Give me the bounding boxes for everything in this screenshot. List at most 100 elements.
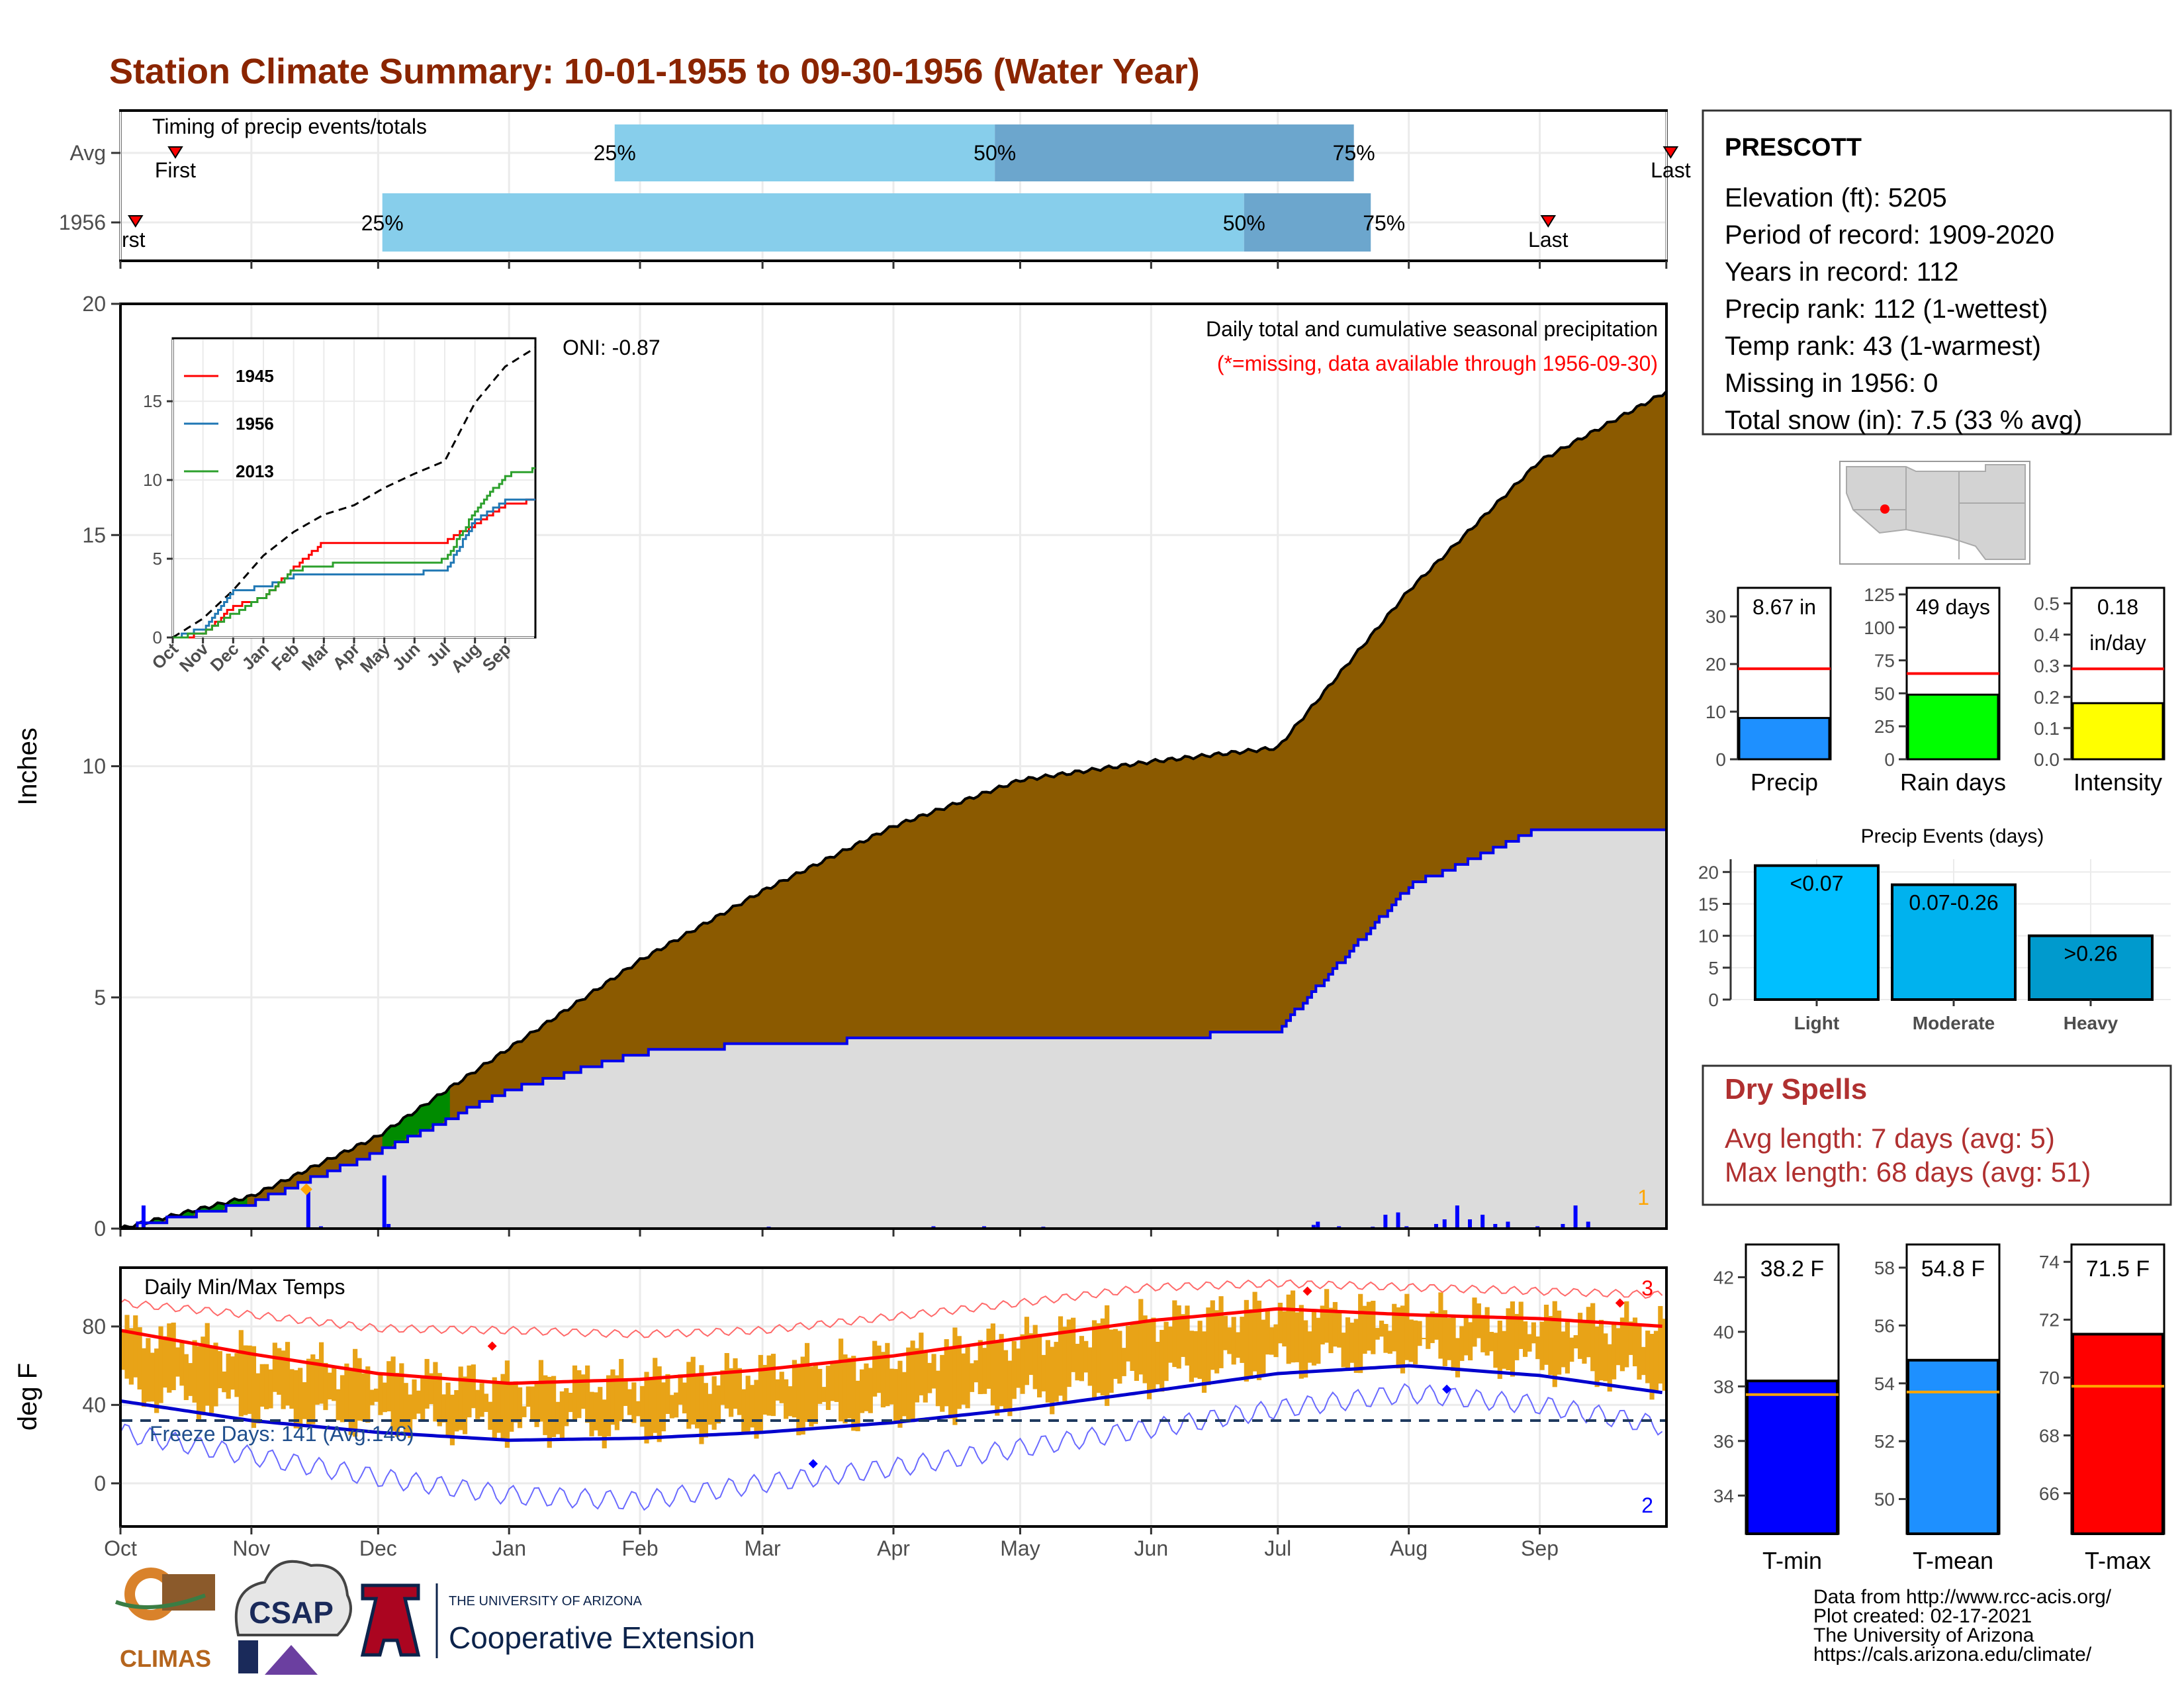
inset-series-line: [172, 347, 536, 639]
daily-temp-bar: [1037, 1333, 1042, 1398]
daily-temp-bar: [901, 1372, 907, 1417]
daily-temp-bar: [682, 1382, 688, 1414]
daily-temp-bar: [1058, 1316, 1064, 1396]
daily-temp-bar: [839, 1338, 844, 1422]
daily-temp-bar: [1261, 1319, 1266, 1375]
daily-temp-bar: [825, 1366, 831, 1410]
year-cumulative-area: [120, 829, 1666, 1229]
missing-note: (*=missing, data available through 1956-…: [1217, 352, 1658, 375]
daily-temp-bar: [1066, 1319, 1071, 1387]
daily-temp-bar: [1197, 1321, 1203, 1380]
daily-temp-bar: [318, 1342, 324, 1404]
daily-temp-bar: [1155, 1341, 1160, 1385]
daily-temp-bar: [711, 1376, 717, 1430]
daily-temp-bar: [762, 1364, 768, 1415]
daily-temp-bar: [1277, 1303, 1283, 1344]
precip-events-chart: Precip Events (days) 0 5 10 15 20 <0.07 Light 0…: [1698, 825, 2171, 1033]
daily-temp-bar: [1130, 1322, 1135, 1371]
mini-ytick-label: 0.2: [2034, 687, 2060, 708]
location-map: [1839, 461, 2030, 565]
daily-temp-bar: [357, 1358, 362, 1421]
daily-temp-bar: [1619, 1317, 1625, 1372]
mini-ytick-label: 0.5: [2034, 594, 2060, 614]
daily-temp-bar: [1290, 1290, 1296, 1363]
daily-temp-bar: [272, 1342, 277, 1392]
year-last-label: Last: [1528, 228, 1569, 252]
mini-category-label: Precip: [1751, 769, 1818, 796]
month-tick-label: Dec: [359, 1536, 397, 1560]
precip-corner-number: 1: [1637, 1186, 1649, 1209]
temp-category-label: T-min: [1762, 1547, 1822, 1574]
daily-temp-bar: [420, 1375, 426, 1420]
daily-temp-bar: [872, 1340, 878, 1397]
daily-temp-bar: [1641, 1346, 1646, 1376]
avg-last-label: Last: [1651, 158, 1691, 182]
temp-ytick-label: 42: [1713, 1267, 1734, 1288]
daily-temp-bar: [1497, 1320, 1502, 1380]
daily-temp-bar: [821, 1387, 827, 1402]
daily-temp-bar: [940, 1354, 945, 1412]
daily-temp-bar: [509, 1383, 514, 1432]
avg-first-marker: [167, 146, 183, 159]
daily-precip-bar: [1316, 1221, 1320, 1229]
daily-temp-bar: [580, 1374, 586, 1409]
climas-logo-text: CLIMAS: [120, 1645, 211, 1672]
daily-temp-bar: [483, 1393, 489, 1413]
daily-temp-bar: [234, 1353, 240, 1397]
daily-precip-bar: [1455, 1205, 1459, 1229]
daily-temp-bar: [277, 1348, 282, 1395]
month-tick-label: Mar: [745, 1536, 781, 1560]
daily-temp-bar: [1573, 1335, 1578, 1348]
daily-temp-bar: [564, 1388, 569, 1427]
daily-temp-bar: [264, 1364, 269, 1409]
daily-temp-bar: [1146, 1320, 1152, 1399]
daily-temp-bar: [842, 1354, 848, 1424]
month-tick-label: Aug: [1390, 1536, 1428, 1560]
daily-temp-bar: [340, 1375, 345, 1423]
daily-temp-bar: [720, 1370, 725, 1405]
temp-value-bar: [1746, 1380, 1839, 1535]
daily-temp-bar: [167, 1323, 172, 1393]
daily-precip-bar: [141, 1205, 146, 1229]
daily-temp-bar: [534, 1383, 539, 1427]
daily-temp-bar: [1539, 1321, 1545, 1370]
daily-temp-bar: [1603, 1333, 1608, 1382]
daily-temp-bar: [336, 1389, 341, 1421]
dry-spells-box: Dry Spells Avg length: 7 days (avg: 5) M…: [1702, 1064, 2172, 1206]
daily-temp-bar: [572, 1365, 578, 1420]
daily-temp-bar: [1181, 1314, 1186, 1357]
daily-temp-bar: [1244, 1299, 1249, 1382]
temps-panel: Daily Min/Max Temps Freeze Days: 141 (Av…: [13, 1266, 1668, 1560]
daily-temp-bar: [1455, 1338, 1461, 1378]
daily-temp-bar: [1565, 1322, 1570, 1374]
mini-ytick-label: 125: [1864, 585, 1895, 605]
footer-credits: Data from http://www.rcc-acis.org/ Plot …: [1813, 1586, 2112, 1665]
daily-temp-bar: [893, 1369, 899, 1423]
daily-temp-bar: [978, 1340, 983, 1395]
daily-temp-bar: [1557, 1310, 1562, 1375]
dry-spells-avg: Avg length: 7 days (avg: 5): [1725, 1123, 2055, 1154]
daily-temp-bar: [598, 1387, 603, 1436]
record-min-count: 2: [1641, 1493, 1653, 1517]
temp-ytick-label: 56: [1874, 1315, 1895, 1336]
daily-temp-bar: [1349, 1323, 1355, 1363]
daily-temp-bar: [146, 1338, 151, 1402]
daily-temp-bar: [437, 1373, 442, 1427]
daily-temp-bar: [623, 1379, 628, 1406]
daily-temp-bar: [568, 1392, 573, 1413]
avg-p75-label: 75%: [1333, 141, 1375, 165]
mini-value-label: 8.67 in: [1752, 595, 1816, 619]
daily-temp-bar: [775, 1379, 780, 1401]
daily-temp-bar: [1645, 1331, 1651, 1383]
daily-temp-bar: [1649, 1333, 1655, 1400]
inset-ytick-label: 15: [143, 391, 162, 411]
dry-spells-title: Dry Spells: [1725, 1073, 1867, 1105]
daily-temp-bar: [213, 1342, 218, 1407]
daily-temp-bar: [1295, 1312, 1300, 1362]
daily-temp-bar: [1016, 1348, 1021, 1388]
timing-panel: Timing of precip events/totals Avg 1956 …: [59, 109, 1691, 269]
daily-temp-bar: [251, 1346, 257, 1429]
daily-temp-bar: [1484, 1307, 1490, 1356]
temp-value-label: 54.8 F: [1921, 1256, 1985, 1282]
daily-temp-bar: [758, 1354, 763, 1434]
